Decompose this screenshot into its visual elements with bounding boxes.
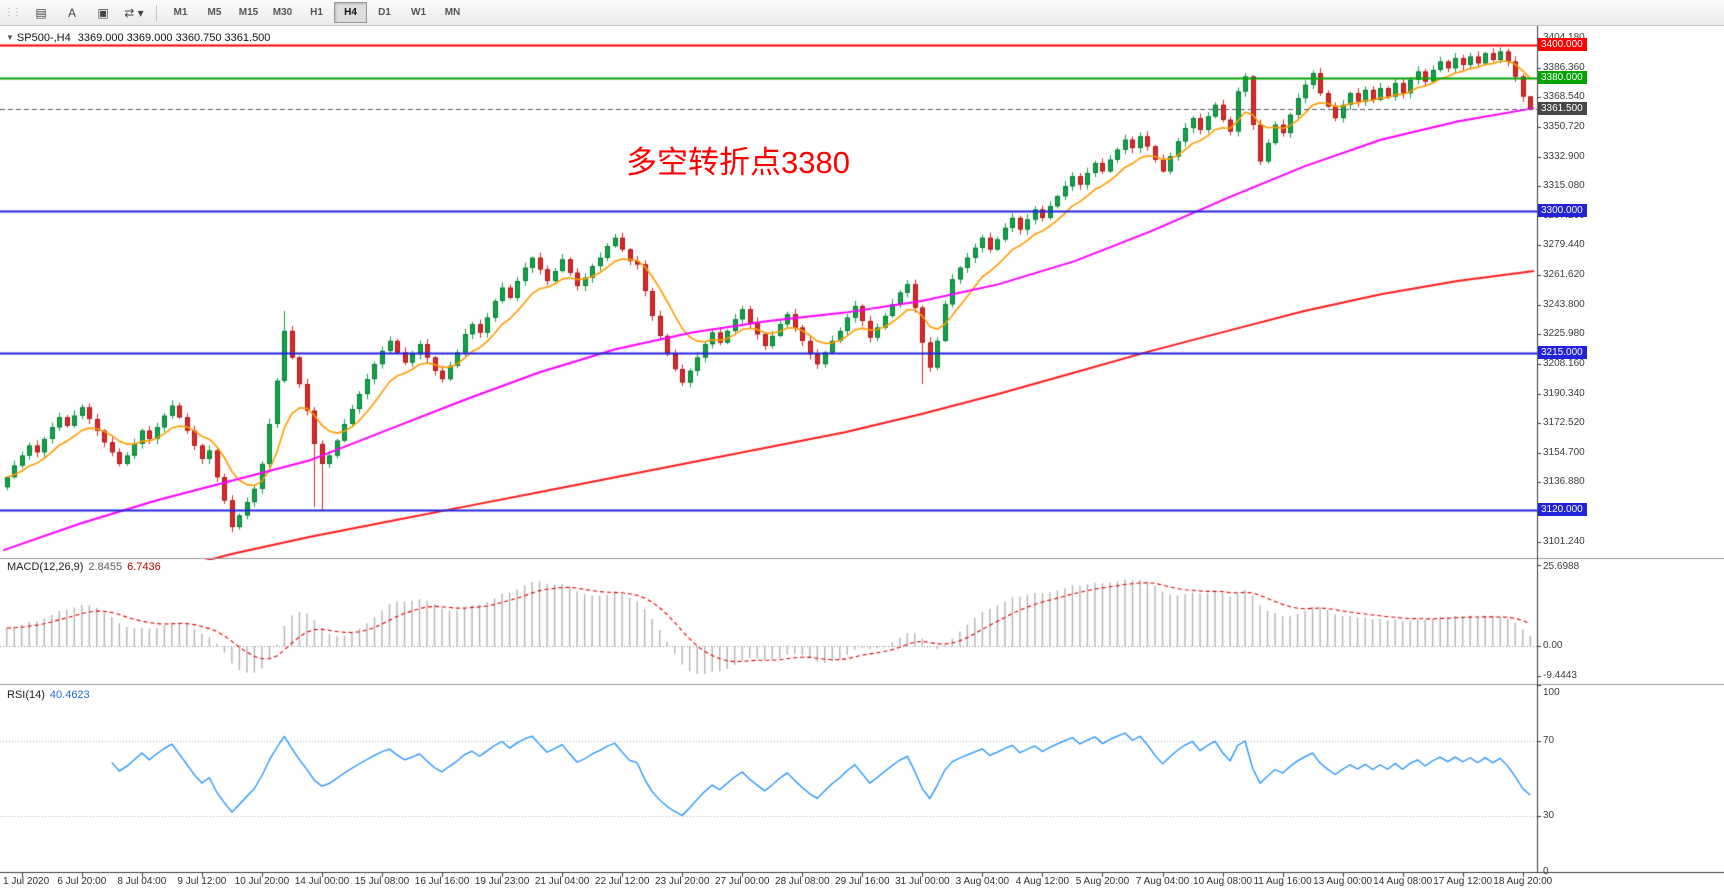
timeframe-m5-button[interactable]: M5 [207,7,222,18]
price-tick-label: 3225.980 [1543,328,1585,340]
time-axis-label: 28 Jul 08:00 [775,876,830,887]
macd-tick-label: 0.00 [1543,640,1563,652]
price-tick-label: 3332.900 [1543,150,1585,162]
price-tick-label: 3243.800 [1543,298,1585,310]
time-axis-label: 6 Jul 20:00 [57,876,107,887]
timeframe-d1-button[interactable]: D1 [378,7,391,18]
price-flag-3361.500: 3361.500 [1538,101,1587,115]
price-tick-label: 3368.540 [1543,91,1585,103]
price-tick-label: 3172.520 [1543,417,1585,429]
timeframe-mn-button[interactable]: MN [444,7,461,18]
time-axis-label: 19 Jul 23:00 [474,876,530,887]
rsi-value: 40.4623 [49,689,90,701]
price-flag-3300.000: 3300.000 [1538,204,1587,218]
time-axis-label: 14 Jul 00:00 [294,876,350,887]
time-axis-label: 16 Jul 16:00 [414,876,470,887]
time-axis-label: 29 Jul 16:00 [835,876,890,887]
price-tick-label: 3261.620 [1543,269,1585,280]
macd-name: MACD(12,26,9) [7,561,84,573]
time-axis-label: 27 Jul 00:00 [714,876,770,887]
time-axis-label: 31 Jul 00:00 [895,876,950,887]
price-flag-3215.000: 3215.000 [1538,345,1587,359]
chart-symbol-label: SP500-,H4 [16,32,71,44]
price-tick-label: 3136.880 [1543,476,1585,488]
macd-tick-label: -9.4443 [1543,670,1577,682]
time-axis-label: 3 Aug 04:00 [955,876,1010,887]
macd-value-signal: 6.7436 [127,561,161,573]
time-axis-label: 1 Jul 2020 [3,876,50,887]
toolbar-grip[interactable]: ⋮⋮ [4,7,22,18]
time-axis-label: 4 Aug 12:00 [1015,876,1070,887]
time-axis-label: 11 Aug 16:00 [1253,876,1312,887]
price-tick-label: 3386.360 [1543,61,1585,73]
time-axis-label: 15 Jul 08:00 [354,876,410,887]
chart-title: ▼ SP500-,H4 3369.000 3369.000 3360.750 336… [6,32,270,44]
price-tick-label: 3404.180 [1543,32,1585,43]
price-tick-label: 3190.340 [1543,387,1585,399]
rsi-tick-label: 30 [1543,809,1555,821]
timeframe-h4-button[interactable]: H4 [334,2,367,23]
toolbar: ⋮⋮ ▤ A ▣ ⇄ ▾ M1 M5 M15 M30 H1 H4 D1 W1 MN [0,0,1724,26]
chart-menu-arrow-icon[interactable]: ▼ [6,33,14,42]
toolbar-separator [156,4,157,21]
symbol-switch-icon[interactable]: ⇄ ▾ [124,5,144,20]
time-axis-label: 18 Aug 20:00 [1493,876,1553,887]
time-axis-label: 14 Aug 08:00 [1373,876,1433,887]
time-axis-label: 10 Aug 08:00 [1193,876,1253,887]
rsi-tick-label: 100 [1543,687,1560,698]
time-axis-label: 21 Jul 04:00 [534,876,590,887]
annotation-letter-button[interactable]: A [67,5,76,20]
time-axis-label: 10 Jul 20:00 [234,876,290,887]
chart-ohlc-values: 3369.000 3369.000 3360.750 3361.500 [77,32,271,44]
timeframe-w1-button[interactable]: W1 [411,7,426,18]
price-flag-3120.000: 3120.000 [1538,503,1587,517]
time-axis-label: 7 Aug 04:00 [1135,876,1190,887]
price-flag-3380.000: 3380.000 [1538,71,1587,85]
timeframe-group: M1 M5 M15 M30 H1 H4 D1 W1 MN [164,2,469,23]
price-tick-label: 3279.440 [1543,239,1585,251]
rsi-indicator-label: RSI(14) 40.4623 [7,689,95,701]
time-axis-label: 13 Aug 00:00 [1313,876,1373,887]
time-axis-label: 22 Jul 12:00 [594,876,650,887]
macd-tick-label: 25.6988 [1543,561,1580,572]
time-axis-label: 8 Jul 04:00 [117,876,167,887]
timeframe-m1-button[interactable]: M1 [173,7,188,18]
macd-value-main: 2.8455 [88,561,123,573]
time-axis-label: 17 Aug 12:00 [1433,876,1493,887]
time-axis-label: 9 Jul 12:00 [177,876,227,887]
timeframe-m15-button[interactable]: M15 [238,7,259,18]
timeframe-h1-button[interactable]: H1 [310,7,323,18]
price-tick-label: 3208.160 [1543,357,1585,369]
price-tick-label: 3101.240 [1543,535,1585,547]
rsi-name: RSI(14) [7,689,45,701]
price-tick-label: 3154.700 [1543,446,1585,458]
time-axis-label: 23 Jul 20:00 [654,876,710,887]
rsi-tick-label: 0 [1543,866,1549,877]
toolbar-icon-group: ▤ A ▣ ⇄ ▾ [26,2,149,24]
chart-canvas[interactable] [0,26,1724,892]
price-tick-label: 3315.080 [1543,180,1585,192]
chart-template-icon[interactable]: ▣ [97,5,109,20]
chart-bars-icon[interactable]: ▤ [35,5,47,20]
rsi-tick-label: 70 [1543,735,1555,747]
timeframe-m30-button[interactable]: M30 [272,7,293,18]
price-tick-label: 3350.720 [1543,120,1585,132]
macd-indicator-label: MACD(12,26,9) 2.8455 6.7436 [7,561,166,573]
annotation-text[interactable]: 多空转折点3380 [626,145,850,180]
time-axis-label: 5 Aug 20:00 [1075,876,1130,887]
price-flag-3400.000: 3400.000 [1538,37,1587,51]
